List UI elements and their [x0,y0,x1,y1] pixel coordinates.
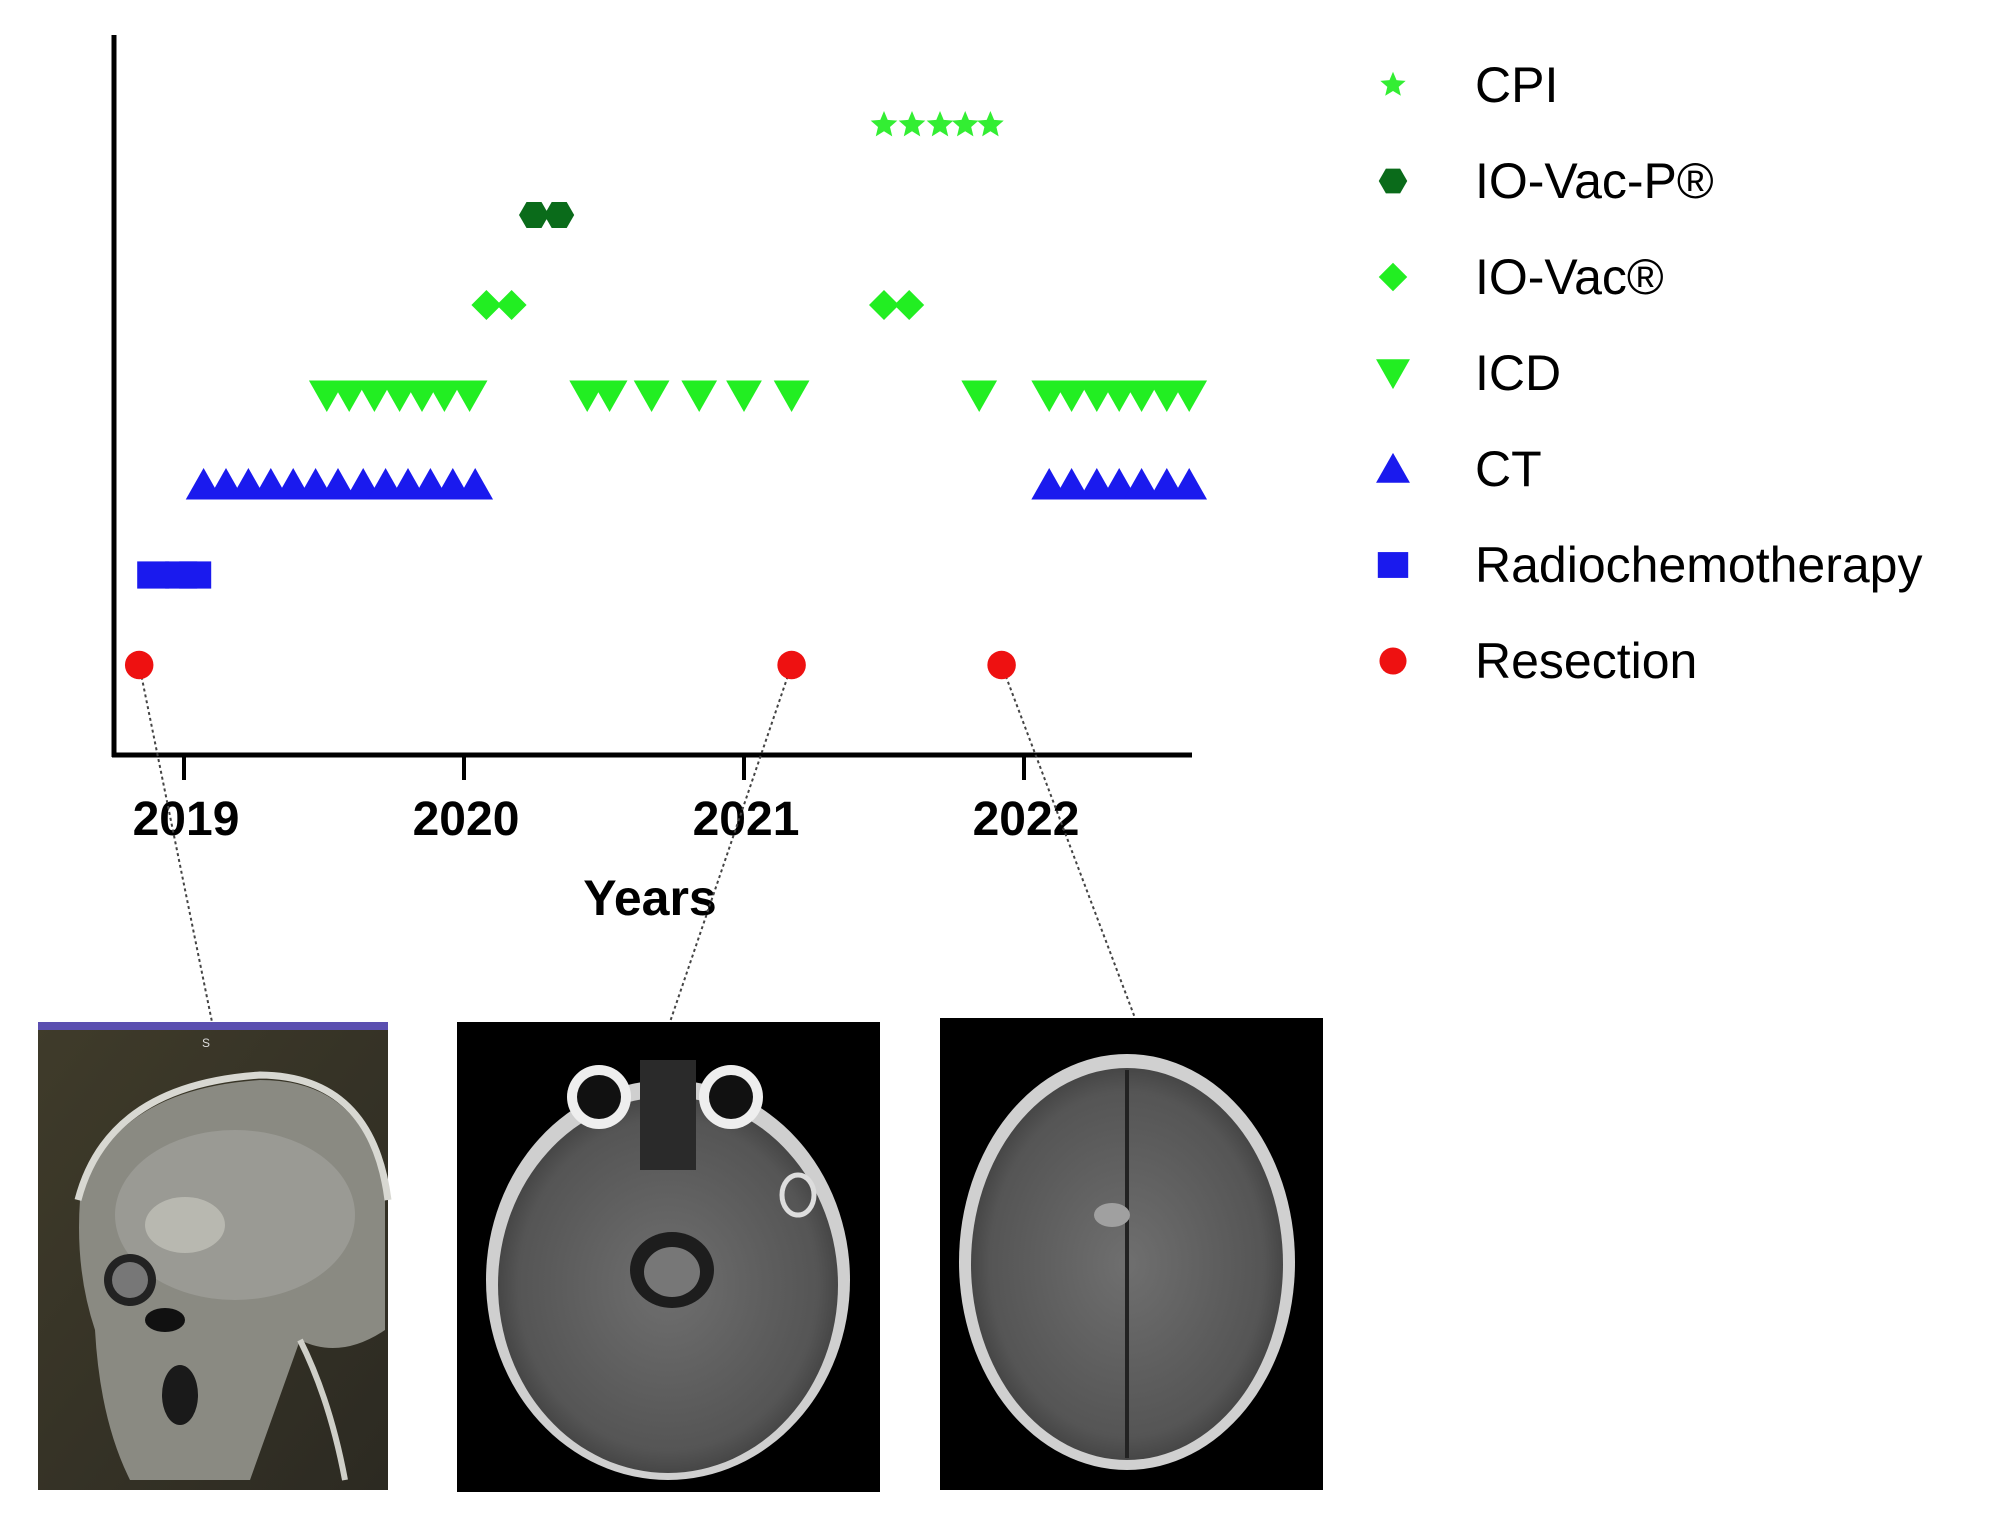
point-io-vac [496,290,527,320]
legend-label: ICD [1475,345,1561,401]
x-tick-label: 2022 [973,793,1080,846]
legend-label: Radiochemotherapy [1475,537,1923,593]
point-ct [367,468,404,500]
legend-label: CT [1475,441,1542,497]
point-ct [185,468,222,500]
legend-entry: Radiochemotherapy [1377,537,1923,593]
point-icd [1053,380,1090,412]
point-icd [726,380,762,412]
point-radiochemotherapy [179,561,212,589]
legend-marker [1378,262,1408,292]
point-ct [1171,468,1208,500]
point-icd [308,380,345,412]
mri-sagittal-image: S [38,1022,392,1490]
point-io-vac [471,290,502,320]
point-ct [320,468,356,500]
point-icd [681,380,718,412]
legend-marker [1378,168,1408,194]
point-icd [1078,380,1115,412]
legend-marker [1380,71,1406,96]
point-ct [390,468,426,500]
point-cpi [977,111,1004,137]
point-resection [777,650,806,680]
x-tick-label: 2020 [413,793,520,846]
point-icd [633,380,670,412]
point-ct [1101,468,1138,500]
legend: CPI IO-Vac-P® IO-Vac® ICD CT Radiochemotherap… [1376,57,1923,689]
legend-entry: CT [1376,441,1542,497]
leader-line [138,664,213,1023]
x-axis-ticks: 2019 2020 2021 2022 [133,755,1080,846]
point-ct [297,468,334,500]
point-ct [230,468,267,500]
point-ct [412,468,449,500]
legend-entry: IO-Vac® [1378,249,1664,305]
point-ct [457,468,494,500]
point-icd [1031,380,1068,412]
mri-axial-temporal-image [457,1022,880,1492]
legend-marker [1376,452,1410,483]
legend-entry: Resection [1379,633,1697,689]
point-icd [591,380,628,412]
point-cpi [898,111,926,137]
point-ct [1031,468,1068,500]
point-icd [961,380,998,412]
point-icd [773,380,810,412]
legend-label: CPI [1475,57,1558,113]
point-io-vac [894,290,925,320]
point-ct [1123,468,1160,500]
point-io-vac [869,290,899,320]
leader-lines [138,664,1136,1023]
point-ct [1078,468,1115,500]
legend-entry: CPI [1380,57,1558,113]
legend-marker [1376,359,1410,390]
point-radiochemotherapy [137,561,170,589]
leader-line [669,664,793,1023]
point-icd [331,380,368,412]
x-tick-label: 2021 [693,793,800,846]
point-cpi [926,111,954,137]
legend-entry: ICD [1376,345,1561,401]
mri-sagittal-top-label: S [202,1036,210,1050]
point-ct [434,468,471,500]
point-ct [345,468,382,500]
point-ct [252,468,289,500]
point-ct [1053,468,1090,500]
legend-label: IO-Vac-P® [1475,153,1714,209]
point-resection [987,650,1016,680]
data-marks [124,111,1208,680]
point-icd [1101,380,1138,412]
point-icd [381,380,418,412]
mri-axial-vertex-image [940,1018,1323,1490]
point-icd [356,380,393,412]
point-icd [1148,380,1185,412]
x-axis-label: Years [583,870,716,926]
legend-marker [1377,552,1409,578]
leader-line [1000,664,1136,1019]
point-ct [1148,468,1185,500]
point-icd [426,380,463,412]
point-io-vac-p [519,202,549,228]
point-icd [1123,380,1160,412]
point-icd [404,380,440,412]
point-cpi [951,111,979,137]
point-ct [208,468,244,500]
legend-marker [1379,647,1407,675]
legend-label: Resection [1475,633,1697,689]
point-icd [1171,380,1208,412]
point-ct [275,468,312,500]
point-io-vac-p [544,202,575,228]
point-icd [451,380,488,412]
x-tick-label: 2019 [133,793,240,846]
legend-entry: IO-Vac-P® [1378,153,1714,209]
plot-area: 2019 2020 2021 2022 Years [111,35,1208,1023]
point-icd [569,380,606,412]
point-cpi [870,111,898,137]
legend-label: IO-Vac® [1475,249,1664,305]
point-resection [124,650,154,680]
